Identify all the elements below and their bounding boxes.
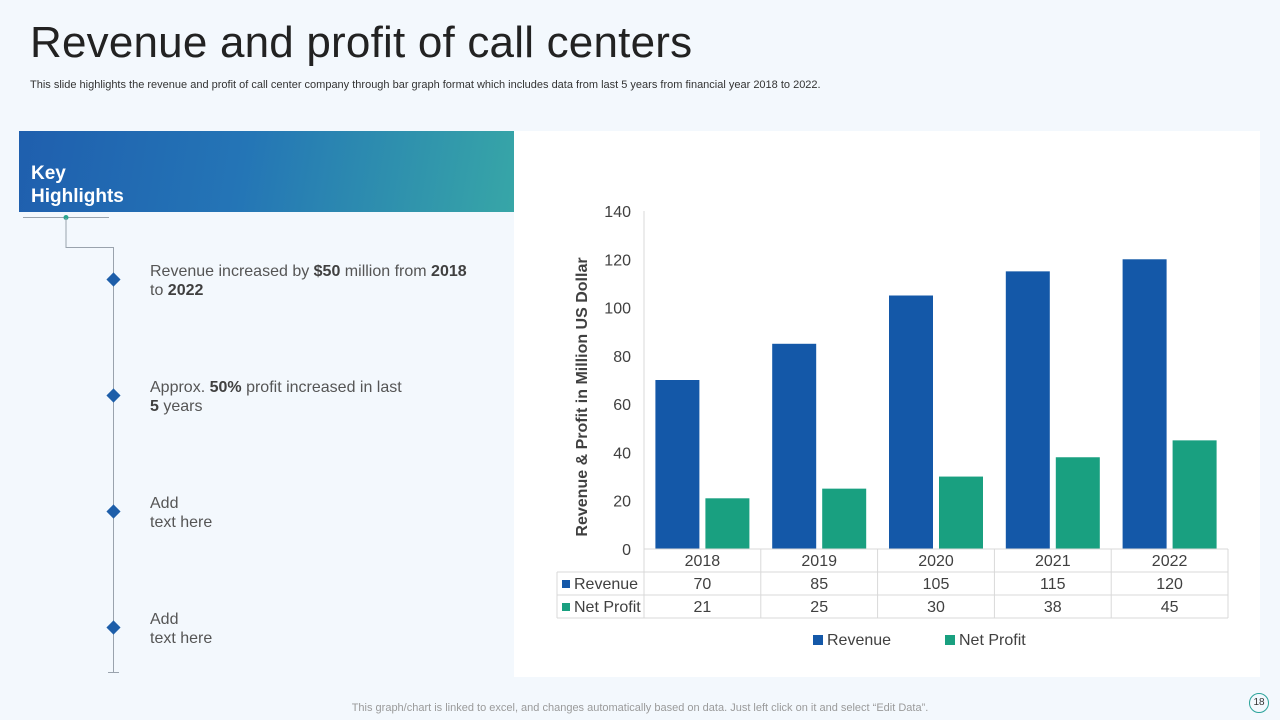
table-value: 21 <box>694 599 712 616</box>
highlight-3-line2: text here <box>150 514 213 531</box>
table-legend-key-revenue <box>562 580 570 588</box>
bar-revenue-2021 <box>1005 271 1050 549</box>
highlight-1-bold-b: 2018 <box>431 263 467 280</box>
highlight-4-line1: Add <box>150 611 179 628</box>
highlight-2-bold-a: 50% <box>209 379 242 396</box>
highlight-item-2: Approx. 50% profit increased in last 5 y… <box>150 378 480 416</box>
y-tick-label: 100 <box>604 301 631 318</box>
y-axis-title: Revenue & Profit in Million US Dollar <box>574 257 591 536</box>
y-tick-label: 140 <box>604 204 631 221</box>
table-value: 105 <box>923 576 950 593</box>
table-series-label: Net Profit <box>574 599 641 616</box>
table-series-label: Revenue <box>574 576 638 593</box>
chart-panel[interactable]: 0 20 40 60 80 100 120 140 Revenue & Profit in Mi… <box>514 131 1260 677</box>
bar-net-profit-2018 <box>705 498 750 549</box>
key-highlights-heading-line2: Highlights <box>31 186 124 207</box>
y-tick-label: 80 <box>613 349 631 366</box>
key-highlights-heading-line1: Key <box>31 163 66 184</box>
bar-revenue-2018 <box>655 380 700 549</box>
x-category-label: 2018 <box>685 553 721 570</box>
y-tick-label: 0 <box>622 542 631 559</box>
footer-note: This graph/chart is linked to excel, and… <box>351 702 929 714</box>
timeline-diamond-2 <box>106 388 121 403</box>
table-value: 120 <box>1156 576 1183 593</box>
highlight-item-3: Add text here <box>150 494 480 532</box>
highlight-1-text-c: to <box>150 282 168 299</box>
table-value: 115 <box>1040 576 1066 593</box>
highlight-2-text-b: profit increased in last <box>241 379 402 396</box>
bar-revenue-2019 <box>772 343 817 549</box>
highlight-4-line2: text here <box>150 630 213 647</box>
y-tick-label: 40 <box>613 445 631 462</box>
bar-revenue-2020 <box>889 295 933 549</box>
y-tick-label: 20 <box>613 494 631 511</box>
table-value: 38 <box>1044 599 1062 616</box>
slide-subtitle: This slide highlights the revenue and pr… <box>30 79 821 91</box>
legend-key-revenue <box>813 635 823 645</box>
revenue-profit-chart[interactable]: 0 20 40 60 80 100 120 140 Revenue & Profit in Mi… <box>514 131 1260 677</box>
table-value: 45 <box>1161 599 1179 616</box>
timeline-diamond-4 <box>106 620 121 635</box>
highlight-3-line1: Add <box>150 495 179 512</box>
bar-net-profit-2022 <box>1172 440 1217 549</box>
page-number: 18 <box>1249 693 1269 713</box>
table-value: 25 <box>810 599 828 616</box>
highlight-1-text-b: million from <box>340 263 432 280</box>
timeline-vertical-line <box>65 218 114 672</box>
bar-revenue-2022 <box>1122 259 1167 549</box>
highlight-2-bold-b: 5 <box>150 398 159 415</box>
table-legend-key-net-profit <box>562 603 570 611</box>
highlight-item-4: Add text here <box>150 610 480 648</box>
highlight-1-bold-c: 2022 <box>167 282 204 299</box>
highlight-2-text-a: Approx. <box>150 379 210 396</box>
y-tick-label: 60 <box>613 397 631 414</box>
legend-key-net-profit <box>945 635 955 645</box>
table-value: 85 <box>810 576 828 593</box>
x-category-label: 2020 <box>918 553 954 570</box>
timeline-diamond-3 <box>106 504 121 519</box>
slide-title: Revenue and profit of call centers <box>30 18 693 67</box>
legend-label: Revenue <box>827 632 891 649</box>
bar-net-profit-2020 <box>939 476 983 549</box>
key-highlights-banner <box>19 131 514 212</box>
highlight-2-text-c: years <box>158 398 203 415</box>
highlight-1-bold-a: $50 <box>313 263 341 280</box>
legend-label: Net Profit <box>959 632 1026 649</box>
table-value: 70 <box>694 576 712 593</box>
key-highlights-heading: Key Highlights <box>31 162 171 208</box>
highlight-1-text-a: Revenue increased by <box>150 263 314 280</box>
bar-net-profit-2019 <box>822 488 867 549</box>
x-category-label: 2021 <box>1035 553 1071 570</box>
highlight-item-1: Revenue increased by $50 million from 20… <box>150 262 480 300</box>
bar-net-profit-2021 <box>1055 457 1100 549</box>
timeline-diamond-1 <box>106 272 121 287</box>
table-value: 30 <box>927 599 945 616</box>
y-tick-label: 120 <box>604 252 631 269</box>
x-category-label: 2022 <box>1152 553 1188 570</box>
x-category-label: 2019 <box>801 553 837 570</box>
timeline-connector-dot <box>63 215 69 220</box>
